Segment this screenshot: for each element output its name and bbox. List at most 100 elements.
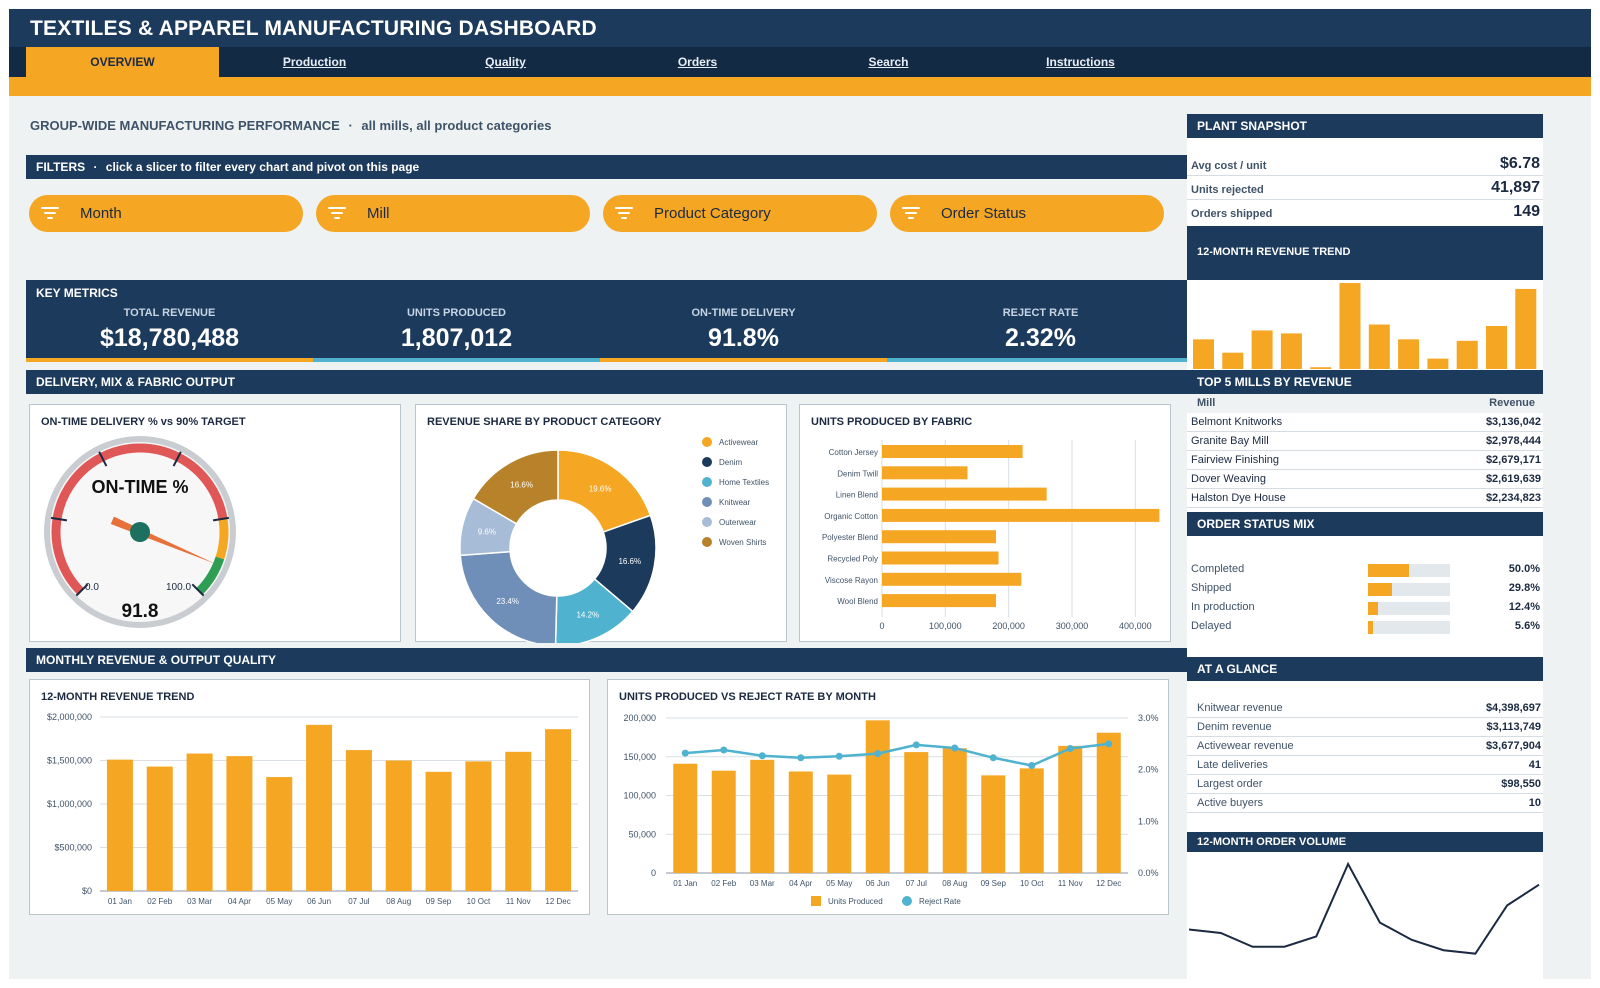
glance-value: $3,113,749 bbox=[1486, 721, 1541, 733]
order-volume-line bbox=[1188, 861, 1540, 955]
units-by-fabric-chart: 0 100,000 200,000 300,000 400,000 Cotton Jers… bbox=[822, 440, 1160, 631]
y-tick-label: Linen Blend bbox=[836, 491, 878, 500]
status-label: Shipped bbox=[1191, 582, 1232, 594]
bar bbox=[865, 720, 890, 873]
tab-production[interactable]: Production bbox=[282, 55, 347, 69]
mill-name: Dover Weaving bbox=[1191, 473, 1266, 485]
y2-tick-label: 1.0% bbox=[1138, 816, 1159, 826]
slicer-month[interactable]: Month bbox=[29, 195, 303, 232]
bar bbox=[385, 760, 412, 891]
kpi-units-produced: UNITS PRODUCED 1,807,012 bbox=[313, 280, 600, 362]
bar bbox=[1096, 732, 1121, 873]
y2-tick-label: 2.0% bbox=[1138, 765, 1159, 775]
gauge-tick bbox=[50, 516, 68, 522]
bar bbox=[1019, 768, 1044, 873]
bar bbox=[882, 445, 1023, 458]
filters-hint: click a slicer to filter every chart and… bbox=[105, 160, 420, 174]
legend-swatch bbox=[702, 437, 712, 447]
bar bbox=[882, 572, 1022, 586]
reject-rate-point bbox=[835, 752, 843, 760]
y-tick-label: Viscose Rayon bbox=[825, 576, 878, 585]
bar bbox=[882, 508, 1160, 522]
pie-slice-label: 19.6% bbox=[589, 484, 612, 493]
kpi-value: 91.8% bbox=[708, 324, 779, 352]
section-monthly-header: MONTHLY REVENUE & OUTPUT QUALITY bbox=[26, 648, 1194, 672]
bar bbox=[1222, 352, 1244, 369]
bar bbox=[1427, 358, 1449, 369]
y-tick-label: 50,000 bbox=[628, 829, 656, 839]
mill-revenue: $2,679,171 bbox=[1485, 454, 1541, 466]
slicer-mill-label: Mill bbox=[367, 205, 390, 222]
column-header-revenue: Revenue bbox=[1489, 397, 1535, 409]
pie-slice-label: 16.6% bbox=[618, 557, 641, 566]
snapshot-label: Units rejected bbox=[1191, 184, 1264, 196]
legend-swatch bbox=[902, 896, 912, 906]
x-tick-label: 01 Jan bbox=[108, 897, 132, 906]
y-tick-label: $0 bbox=[82, 886, 92, 896]
kpi-accent-bar bbox=[313, 358, 600, 362]
reject-rate-point bbox=[1066, 744, 1074, 752]
bar bbox=[673, 763, 698, 873]
slicer-mill[interactable]: Mill bbox=[316, 195, 590, 232]
mill-revenue: $2,978,444 bbox=[1485, 435, 1541, 447]
x-tick-label: 06 Jun bbox=[307, 897, 331, 906]
filter-icon bbox=[902, 207, 920, 219]
nav-bar: OVERVIEW Production Quality Orders Searc… bbox=[9, 47, 1591, 77]
kpi-total-revenue: TOTAL REVENUE $18,780,488 bbox=[26, 280, 313, 362]
filter-icon bbox=[41, 207, 59, 219]
x-tick-label: 100,000 bbox=[929, 621, 962, 631]
nav-accent-bar bbox=[9, 77, 1591, 96]
tab-instructions[interactable]: Instructions bbox=[1046, 55, 1115, 69]
status-bar-track bbox=[1368, 621, 1450, 634]
x-tick-label: 08 Aug bbox=[942, 879, 967, 888]
bar bbox=[882, 466, 968, 480]
tab-orders[interactable]: Orders bbox=[677, 55, 718, 69]
legend-swatch bbox=[702, 457, 712, 467]
kpi-label: UNITS PRODUCED bbox=[406, 307, 506, 319]
status-row: Shipped 29.8% bbox=[1187, 579, 1543, 598]
x-tick-label: 200,000 bbox=[992, 621, 1025, 631]
mill-revenue: $2,234,823 bbox=[1485, 492, 1541, 504]
bar bbox=[1193, 339, 1214, 369]
legend-swatch bbox=[811, 896, 821, 906]
units-vs-reject-chart: 0 50,000 100,000 150,000 200,000 0.0% 1.0% 2.0%… bbox=[623, 713, 1159, 906]
tab-quality[interactable]: Quality bbox=[485, 55, 526, 69]
units-reject-card: UNITS PRODUCED VS REJECT RATE BY MONTH 0… bbox=[607, 679, 1169, 915]
y-tick-label: Cotton Jersey bbox=[829, 448, 878, 457]
bar bbox=[1515, 288, 1537, 369]
x-tick-label: 05 May bbox=[826, 879, 852, 888]
at-a-glance-header: AT A GLANCE bbox=[1187, 657, 1543, 681]
legend-label: Reject Rate bbox=[919, 897, 961, 906]
tab-overview[interactable]: OVERVIEW bbox=[26, 47, 219, 77]
slicer-order-status[interactable]: Order Status bbox=[890, 195, 1164, 232]
gauge-band-amber bbox=[215, 518, 229, 560]
legend-label: Outerwear bbox=[719, 518, 757, 527]
tab-search[interactable]: Search bbox=[868, 55, 909, 69]
reject-rate-point bbox=[720, 746, 728, 754]
status-bar-track bbox=[1368, 583, 1450, 596]
legend-swatch bbox=[702, 517, 712, 527]
bar bbox=[345, 750, 372, 891]
key-metrics-title: KEY METRICS bbox=[36, 286, 118, 300]
legend-swatch bbox=[702, 497, 712, 507]
gauge-tick bbox=[98, 451, 108, 467]
bar bbox=[186, 753, 213, 891]
pie-slice-label: 16.6% bbox=[510, 481, 533, 490]
table-row: Belmont Knitworks $3,136,042 bbox=[1187, 413, 1543, 432]
x-tick-label: 09 Sep bbox=[426, 897, 452, 906]
mill-name: Halston Dye House bbox=[1191, 492, 1286, 504]
y-tick-label: Recycled Poly bbox=[827, 555, 878, 564]
slicer-product-category[interactable]: Product Category bbox=[603, 195, 877, 232]
side-revenue-trend-chart bbox=[1193, 283, 1537, 369]
bar bbox=[1058, 745, 1083, 873]
snapshot-value: 149 bbox=[1513, 203, 1540, 220]
y-tick-label: $1,500,000 bbox=[47, 756, 92, 766]
gauge-tick bbox=[75, 583, 89, 597]
glance-label: Largest order bbox=[1197, 778, 1263, 790]
x-tick-label: 02 Feb bbox=[147, 897, 172, 906]
bar bbox=[882, 487, 1047, 501]
gauge-chart: ON-TIME % 0.0 100.0 91.8 bbox=[44, 436, 236, 628]
status-value: 12.4% bbox=[1508, 601, 1540, 613]
x-tick-label: 07 Jul bbox=[906, 879, 928, 888]
y-tick-label: $2,000,000 bbox=[47, 712, 92, 722]
